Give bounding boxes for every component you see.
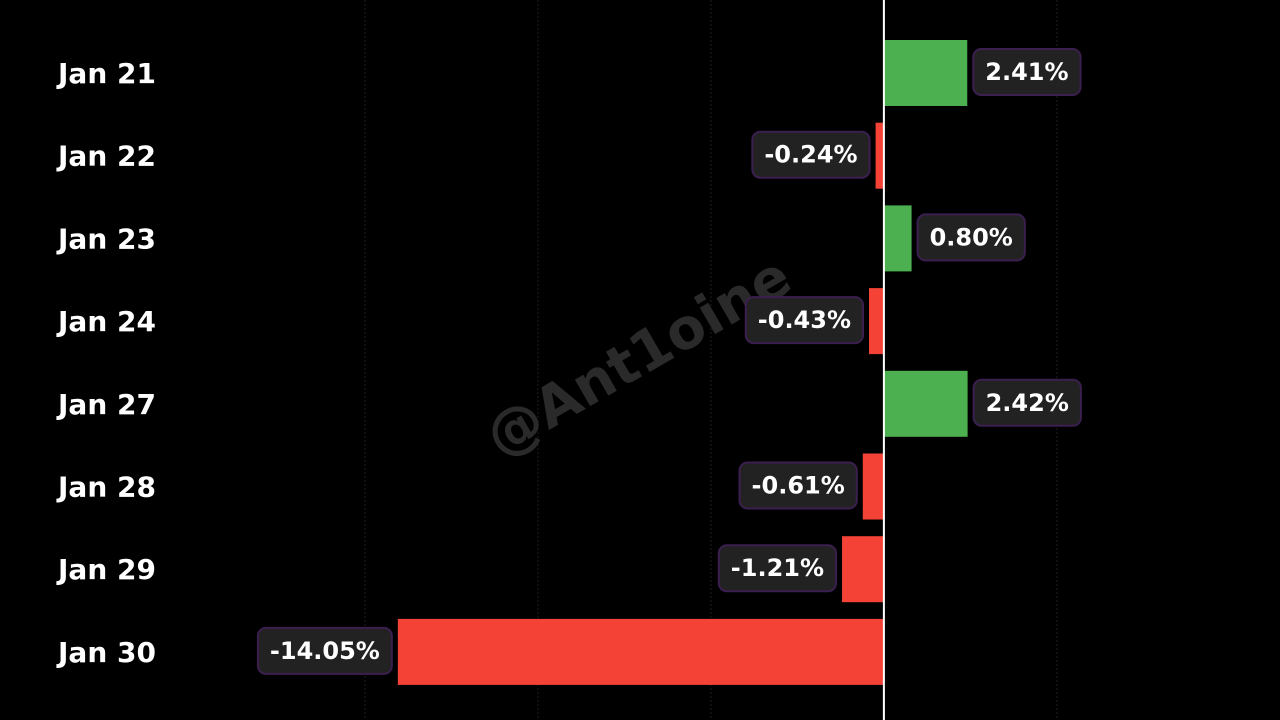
- bar: [883, 40, 968, 106]
- bar: [862, 453, 884, 520]
- data-label: -0.61%: [752, 472, 845, 500]
- grid: [364, 0, 1058, 720]
- y-tick-label: Jan 22: [56, 140, 156, 173]
- data-label-box: [738, 461, 858, 510]
- data-label-box: [972, 48, 1082, 96]
- data-label-box: [744, 296, 865, 345]
- y-tick-label: Jan 23: [56, 222, 156, 255]
- data-label: 2.41%: [985, 58, 1068, 86]
- data-label: -0.24%: [764, 141, 857, 169]
- data-label: -1.21%: [731, 554, 824, 582]
- bar: [883, 205, 912, 272]
- bar: [397, 618, 884, 685]
- watermark: @Ant1oine: [475, 244, 802, 471]
- bar: [883, 370, 968, 437]
- y-tick-label: Jan 21: [56, 57, 156, 90]
- y-tick-label: Jan 27: [56, 388, 156, 421]
- data-label-box: [916, 213, 1026, 262]
- data-label-box: [256, 626, 393, 675]
- data-label: -14.05%: [270, 637, 380, 665]
- data-label-box: [751, 130, 871, 179]
- y-tick-label: Jan 24: [56, 305, 156, 338]
- bar: [869, 288, 884, 355]
- data-label: 2.42%: [986, 389, 1069, 417]
- data-label-box: [717, 544, 838, 593]
- y-tick-label: Jan 30: [56, 636, 156, 669]
- bar: [842, 536, 884, 603]
- y-tick-label: Jan 28: [56, 471, 156, 504]
- data-label: -0.43%: [758, 306, 851, 334]
- data-label: 0.80%: [930, 223, 1013, 251]
- y-tick-label: Jan 29: [56, 553, 156, 586]
- data-label-box: [972, 378, 1082, 427]
- bar: [875, 122, 884, 189]
